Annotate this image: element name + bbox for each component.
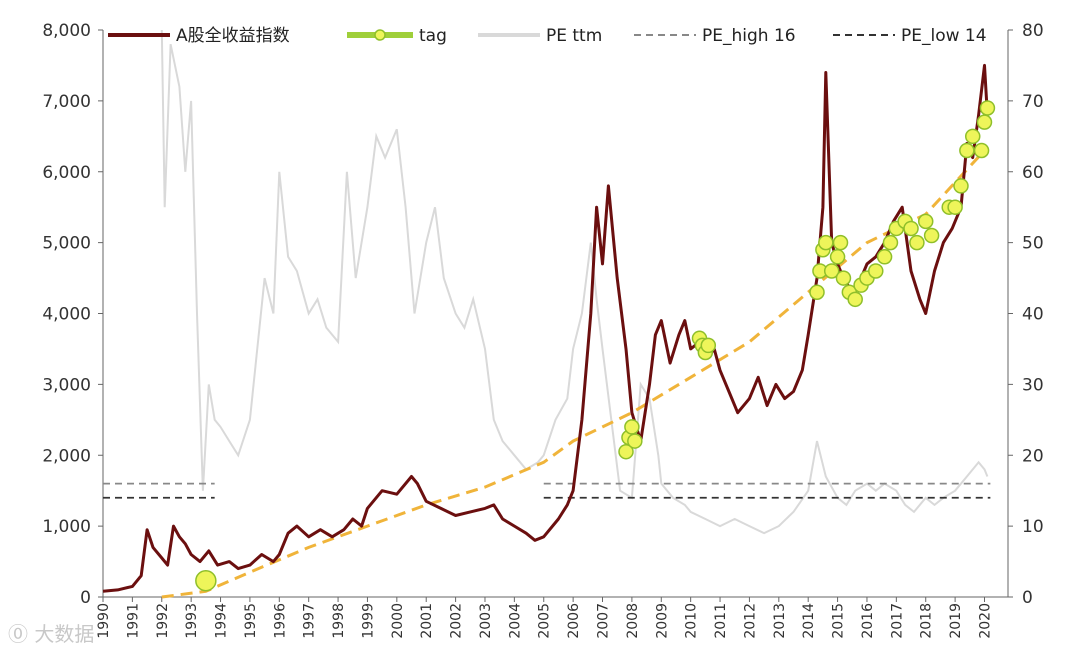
x-tick-label: 1994 bbox=[214, 603, 230, 639]
x-tick-label: 1992 bbox=[155, 603, 171, 639]
x-tick-label: 2010 bbox=[684, 603, 700, 639]
tag-marker bbox=[882, 234, 899, 251]
x-tick-label: 1993 bbox=[184, 603, 200, 639]
x-tick-label: 2012 bbox=[742, 603, 758, 639]
tag-marker bbox=[953, 178, 969, 194]
tag-marker bbox=[847, 291, 863, 308]
x-tick-label: 2016 bbox=[860, 603, 876, 639]
x-tick-label: 2013 bbox=[772, 603, 788, 639]
x-tick-label: 2019 bbox=[948, 603, 964, 639]
y-left-tick-label: 4,000 bbox=[42, 305, 91, 325]
y-left-tick-label: 5,000 bbox=[42, 234, 91, 254]
watermark: ⓪ 大数据 bbox=[8, 618, 94, 647]
x-tick-label: 2009 bbox=[654, 603, 670, 639]
y-left-tick-label: 0 bbox=[80, 588, 91, 608]
y-left-tick-label: 7,000 bbox=[42, 92, 91, 112]
tag-marker bbox=[823, 263, 840, 279]
x-tick-label: 2005 bbox=[537, 603, 553, 639]
y-left-tick-label: 3,000 bbox=[42, 375, 91, 395]
x-tick-label: 1999 bbox=[360, 603, 376, 639]
legend-label: A股全收益指数 bbox=[176, 26, 290, 46]
x-tick-label: 2007 bbox=[596, 603, 612, 639]
tag-marker bbox=[976, 114, 993, 130]
x-tick-label: 2008 bbox=[625, 603, 641, 639]
tag-marker bbox=[868, 263, 884, 279]
tag-marker bbox=[195, 569, 217, 592]
x-tick-label: 2004 bbox=[507, 603, 523, 639]
tag-marker bbox=[959, 142, 975, 159]
x-tick-label: 2000 bbox=[390, 603, 406, 639]
x-tick-label: 1997 bbox=[302, 603, 318, 639]
tag-marker bbox=[829, 249, 846, 265]
x-tick-label: 2002 bbox=[449, 603, 465, 639]
legend-label: PE_low 14 bbox=[901, 26, 987, 46]
index-line bbox=[102, 63, 989, 593]
tag-marker bbox=[917, 213, 934, 230]
y-right-tick-label: 40 bbox=[1022, 305, 1044, 325]
x-tick-label: 1996 bbox=[272, 603, 288, 639]
y-right-tick-label: 70 bbox=[1022, 92, 1044, 112]
x-tick-label: 2006 bbox=[566, 603, 582, 639]
legend-label: PE ttm bbox=[546, 26, 602, 46]
tag-marker bbox=[624, 419, 640, 435]
x-tick-label: 1990 bbox=[96, 603, 112, 639]
tag-marker bbox=[923, 227, 940, 244]
tag-marker bbox=[947, 199, 963, 215]
y-left-tick-label: 8,000 bbox=[42, 21, 91, 41]
tag-marker bbox=[835, 270, 852, 286]
tag-marker bbox=[818, 234, 834, 251]
tag-marker bbox=[909, 234, 925, 251]
y-right-tick-label: 10 bbox=[1022, 517, 1044, 537]
x-tick-label: 2015 bbox=[831, 603, 847, 639]
tag-marker bbox=[973, 142, 990, 159]
tag-marker bbox=[700, 337, 717, 354]
legend-swatch-marker bbox=[374, 29, 386, 41]
watermark-logo-icon: ⓪ bbox=[8, 622, 35, 646]
y-left-tick-label: 6,000 bbox=[42, 163, 91, 183]
trend-curve bbox=[161, 149, 986, 599]
x-tick-label: 2014 bbox=[801, 603, 817, 639]
tag-marker bbox=[903, 220, 919, 237]
y-right-tick-label: 60 bbox=[1022, 163, 1044, 183]
legend-label: tag bbox=[419, 26, 447, 46]
x-tick-label: 2018 bbox=[919, 603, 935, 639]
pe-ttm-line bbox=[160, 29, 989, 535]
x-tick-label: 2003 bbox=[478, 603, 494, 639]
tag-marker bbox=[979, 100, 996, 116]
tag-marker bbox=[627, 433, 643, 449]
y-right-tick-label: 50 bbox=[1022, 234, 1044, 254]
tag-marker bbox=[832, 234, 849, 251]
y-right-tick-label: 0 bbox=[1022, 588, 1033, 608]
y-right-tick-label: 80 bbox=[1022, 21, 1044, 41]
x-tick-label: 2001 bbox=[419, 603, 435, 639]
y-right-tick-label: 20 bbox=[1022, 446, 1044, 466]
x-tick-label: 2020 bbox=[977, 603, 993, 639]
legend-label: PE_high 16 bbox=[702, 26, 796, 46]
watermark-text: 大数据 bbox=[34, 622, 95, 646]
y-right-tick-label: 30 bbox=[1022, 375, 1044, 395]
x-tick-label: 1991 bbox=[125, 603, 141, 639]
y-left-tick-label: 2,000 bbox=[42, 446, 91, 466]
tag-marker bbox=[809, 284, 825, 300]
x-tick-label: 1998 bbox=[331, 603, 347, 639]
x-tick-label: 2011 bbox=[713, 603, 729, 639]
x-tick-label: 1995 bbox=[243, 603, 259, 639]
tag-marker bbox=[876, 249, 893, 265]
tag-marker bbox=[964, 128, 981, 145]
y-left-tick-label: 1,000 bbox=[42, 517, 91, 537]
tag-marker bbox=[618, 443, 634, 460]
x-tick-label: 2017 bbox=[889, 603, 905, 639]
